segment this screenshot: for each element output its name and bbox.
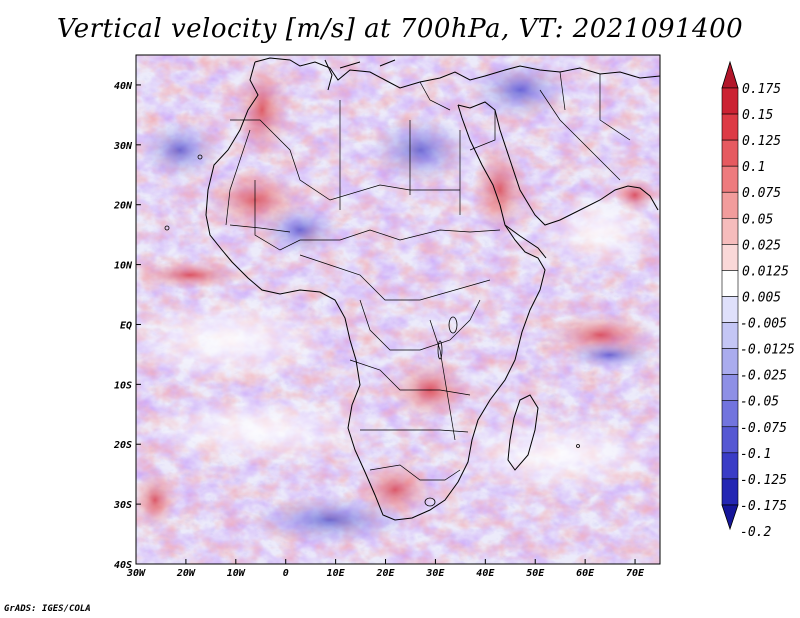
lon-tick-label: 10W (227, 568, 246, 579)
colorbar-swatch (721, 348, 739, 375)
velocity-field (136, 55, 660, 564)
lon-tick-label: 10E (327, 568, 346, 579)
lon-tick-label: 20W (176, 568, 196, 579)
colorbar-swatch (721, 452, 739, 480)
colorbar-label: 0.0125 (742, 264, 789, 279)
colorbar-label: -0.025 (740, 369, 787, 384)
lat-tick-label: 10N (114, 261, 133, 272)
colorbar-label: 0.1 (742, 160, 765, 175)
colorbar-label: -0.05 (740, 395, 779, 410)
lat-tick-label: 10S (114, 380, 132, 391)
colorbar-swatch (721, 296, 739, 323)
colorbar: 0.175 0.15 0.125 0.1 0.075 0.05 0.025 0.0125 0.0… (721, 60, 795, 540)
colorbar-label: 0.005 (742, 290, 781, 305)
lakes-islands (164, 154, 580, 507)
colorbar-swatch (721, 244, 739, 271)
lat-tick-label: 30S (113, 500, 132, 511)
colorbar-label: 0.125 (742, 134, 781, 149)
colorbar-swatch (721, 374, 739, 402)
lon-tick-label: 60E (576, 568, 595, 579)
latitude-axis: 40N 30N 20N 10N EQ 10S 20S 30S 40S (113, 81, 141, 571)
colorbar-label: -0.0125 (740, 343, 795, 358)
lat-tick-label: 40N (114, 81, 133, 92)
colorbar-swatch (721, 322, 739, 349)
colorbar-swatch (721, 113, 739, 141)
colorbar-swatch (721, 478, 739, 506)
colorbar-label: 0.075 (742, 186, 781, 201)
colorbar-swatch (721, 87, 739, 115)
colorbar-label: -0.2 (740, 525, 771, 540)
colorbar-swatch (721, 139, 739, 167)
coastlines (205, 57, 660, 521)
grads-credit: GrADS: IGES/COLA (4, 604, 91, 614)
map-title: Vertical velocity [m/s] at 700hPa, VT: 2… (56, 14, 744, 44)
colorbar-label: 0.15 (742, 108, 773, 123)
lon-tick-label: 30E (425, 568, 445, 579)
lon-tick-label: 40E (476, 568, 495, 579)
colorbar-swatch (721, 191, 739, 219)
lat-tick-label: 30N (113, 141, 133, 152)
lat-tick-label: 40S (114, 560, 132, 571)
longitude-axis: 30W 20W 10W 0 10E 20E 30E 40E 50E 60E 70E (126, 559, 645, 579)
lon-tick-label: 30W (126, 568, 146, 579)
lon-tick-label: 50E (526, 568, 545, 579)
colorbar-label: -0.175 (740, 499, 787, 514)
colorbar-swatch (721, 426, 739, 454)
colorbar-label: 0.025 (742, 238, 781, 253)
colorbar-bottom-arrow (721, 504, 739, 531)
lat-tick-label: 20S (113, 440, 132, 451)
colorbar-swatch (721, 165, 739, 193)
colorbar-label: 0.05 (742, 212, 773, 227)
country-borders (225, 71, 631, 481)
colorbar-label: 0.175 (742, 82, 781, 97)
lat-tick-label: 20N (113, 201, 133, 212)
lon-tick-label: 0 (283, 568, 289, 579)
colorbar-swatch (721, 400, 739, 428)
colorbar-swatch (721, 217, 739, 245)
colorbar-label: -0.075 (740, 421, 787, 436)
colorbar-label: -0.125 (740, 473, 787, 488)
colorbar-label: -0.1 (740, 447, 771, 462)
colorbar-top-arrow (721, 60, 739, 89)
colorbar-label: -0.005 (740, 317, 787, 332)
lat-tick-label: EQ (120, 320, 132, 331)
lon-tick-label: 70E (626, 568, 645, 579)
plot-frame (135, 54, 661, 565)
lon-tick-label: 20E (375, 568, 395, 579)
colorbar-swatch (721, 270, 739, 297)
